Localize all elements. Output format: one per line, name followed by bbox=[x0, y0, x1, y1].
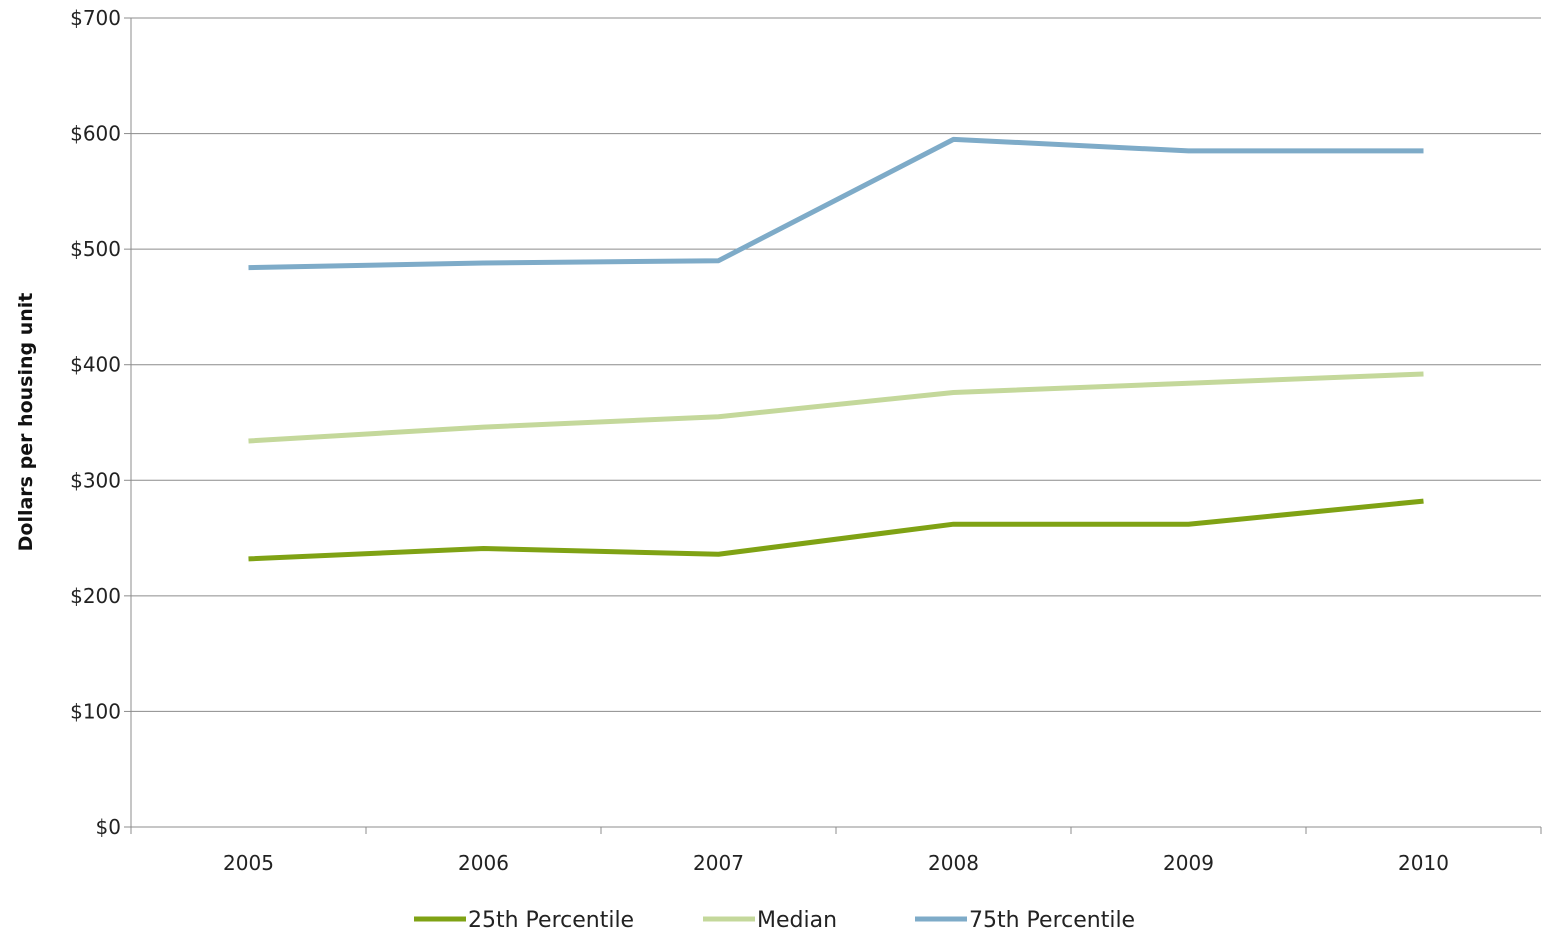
x-tick-label: 2005 bbox=[223, 851, 274, 875]
gridlines bbox=[131, 17, 1541, 712]
series-line-1 bbox=[248, 498, 1424, 562]
y-tick-label: $300 bbox=[70, 468, 121, 492]
y-tick-labels: $0 $100 $200 $300 $400 $500 $600 $700 bbox=[70, 6, 121, 839]
y-tick-label: $200 bbox=[70, 584, 121, 608]
x-tick-label: 2008 bbox=[928, 851, 979, 875]
series-line-3 bbox=[248, 136, 1424, 271]
legend-label: 25th Percentile bbox=[468, 908, 634, 933]
y-tick-label: $500 bbox=[70, 237, 121, 261]
legend: 25th Percentile Median 75th Percentile bbox=[414, 908, 1135, 933]
x-tick-label: 2009 bbox=[1163, 851, 1214, 875]
series-lines bbox=[248, 136, 1424, 562]
x-tick-label: 2007 bbox=[693, 851, 744, 875]
y-tick-label: $400 bbox=[70, 353, 121, 377]
legend-label: 75th Percentile bbox=[969, 908, 1135, 933]
y-tick-label: $100 bbox=[70, 699, 121, 723]
y-tick-label: $0 bbox=[96, 815, 121, 839]
x-tick-label: 2010 bbox=[1398, 851, 1449, 875]
x-tick-labels: 2005 2006 2007 2008 2009 2010 bbox=[223, 851, 1449, 875]
y-tick-label: $700 bbox=[70, 6, 121, 30]
legend-label: Median bbox=[757, 908, 837, 933]
y-tick-label: $600 bbox=[70, 122, 121, 146]
series-line-2 bbox=[248, 371, 1424, 444]
y-axis-title: Dollars per housing unit bbox=[15, 293, 37, 552]
axes bbox=[124, 17, 1542, 834]
x-tick-label: 2006 bbox=[458, 851, 509, 875]
